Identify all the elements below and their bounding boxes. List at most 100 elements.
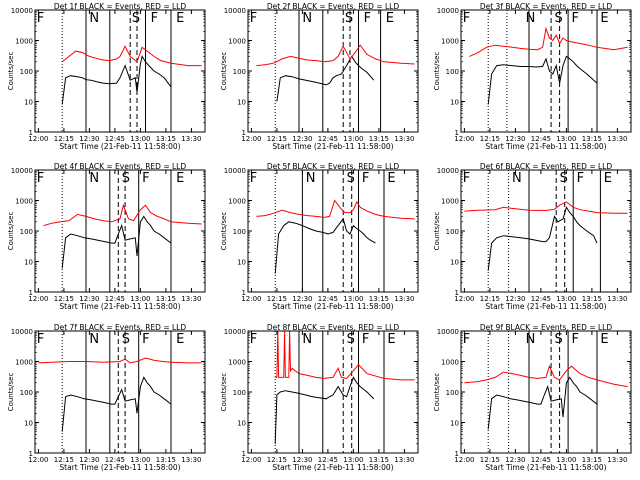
marker-label: N bbox=[526, 332, 536, 347]
series-events-line bbox=[61, 55, 172, 105]
chart-title: Det 3f BLACK = Events, RED = LLD bbox=[480, 2, 613, 11]
y-tick-label: 1 bbox=[242, 450, 246, 458]
series-lld-line bbox=[469, 26, 628, 57]
x-tick-label: 12:00 bbox=[241, 135, 261, 143]
x-axis-label: Start Time (21-Feb-11 11:58:00) bbox=[485, 463, 606, 472]
marker-label: F bbox=[37, 11, 44, 26]
x-tick-label: 12:00 bbox=[454, 295, 474, 303]
y-tick-label: 10 bbox=[24, 99, 33, 107]
y-tick-label: 10000 bbox=[224, 328, 246, 336]
x-tick-label: 12:30 bbox=[505, 295, 525, 303]
y-tick-label: 1 bbox=[29, 289, 33, 297]
x-tick-label: 12:00 bbox=[454, 135, 474, 143]
y-axis-label: Counts/sec bbox=[220, 52, 228, 91]
x-tick-label: 13:15 bbox=[156, 456, 176, 464]
x-axis-label: Start Time (21-Feb-11 11:58:00) bbox=[272, 302, 393, 311]
x-tick-label: 13:30 bbox=[607, 456, 627, 464]
marker-label: F bbox=[577, 171, 584, 186]
y-axis-label: Counts/sec bbox=[433, 52, 441, 91]
y-tick-label: 1000 bbox=[15, 198, 33, 206]
marker-label: N bbox=[526, 11, 536, 26]
chart-panel-8: 1 10 100 1000 10000 12:00 12:15 12:30 12:45 13:00… bbox=[220, 323, 419, 472]
x-tick-label: 13:30 bbox=[394, 135, 414, 143]
y-axis-label: Counts/sec bbox=[7, 212, 15, 251]
y-tick-label: 1 bbox=[29, 450, 33, 458]
x-tick-label: 12:30 bbox=[292, 135, 312, 143]
marker-label: N bbox=[89, 171, 99, 186]
y-tick-label: 1000 bbox=[441, 359, 459, 367]
x-tick-label: 12:15 bbox=[267, 295, 287, 303]
chart-panel-9: 1 10 100 1000 10000 12:00 12:15 12:30 12:45 13:00… bbox=[433, 323, 632, 472]
marker-label: E bbox=[176, 332, 184, 347]
x-tick-label: 13:00 bbox=[343, 135, 363, 143]
x-tick-label: 12:45 bbox=[531, 135, 551, 143]
y-tick-label: 10000 bbox=[437, 167, 459, 175]
x-tick-label: 13:30 bbox=[181, 295, 201, 303]
marker-label: E bbox=[387, 332, 395, 347]
marker-label: S bbox=[555, 11, 563, 26]
x-tick-label: 12:00 bbox=[28, 135, 48, 143]
chart-panel-1: 1 10 100 1000 10000 12:00 12:15 12:30 12:45 13:00… bbox=[7, 2, 206, 151]
y-tick-label: 100 bbox=[233, 68, 246, 76]
series-lld-line bbox=[464, 201, 628, 214]
x-tick-label: 13:15 bbox=[369, 295, 389, 303]
chart-title: Det 8f BLACK = Events, RED = LLD bbox=[267, 323, 400, 332]
marker-label: E bbox=[387, 171, 395, 186]
y-tick-label: 1 bbox=[29, 129, 33, 137]
x-axis-label: Start Time (21-Feb-11 11:58:00) bbox=[272, 463, 393, 472]
plot-frame bbox=[247, 330, 419, 454]
marker-label: F bbox=[151, 11, 158, 26]
x-tick-label: 12:15 bbox=[480, 135, 500, 143]
x-tick-label: 12:15 bbox=[480, 456, 500, 464]
marker-label: F bbox=[362, 171, 369, 186]
marker-label: F bbox=[572, 332, 579, 347]
series-events-line bbox=[276, 55, 375, 102]
x-tick-label: 13:30 bbox=[394, 295, 414, 303]
plot-frame bbox=[247, 9, 419, 133]
marker-label: S bbox=[555, 332, 563, 347]
x-tick-label: 12:15 bbox=[54, 135, 74, 143]
chart-title: Det 7f BLACK = Events, RED = LLD bbox=[54, 323, 187, 332]
marker-label: F bbox=[37, 332, 44, 347]
series-lld-line bbox=[256, 44, 415, 67]
series-events-line bbox=[487, 55, 598, 105]
plot-frame bbox=[247, 169, 419, 293]
marker-label: F bbox=[142, 332, 149, 347]
y-tick-label: 10000 bbox=[437, 7, 459, 15]
y-tick-label: 1 bbox=[455, 450, 459, 458]
chart-title: Det 2f BLACK = Events, RED = LLD bbox=[267, 2, 400, 11]
x-tick-label: 13:00 bbox=[343, 295, 363, 303]
series-events-line bbox=[487, 206, 598, 271]
marker-label: S bbox=[347, 171, 355, 186]
x-tick-label: 13:00 bbox=[130, 135, 150, 143]
x-tick-label: 12:00 bbox=[241, 295, 261, 303]
marker-label: F bbox=[463, 171, 470, 186]
series-lld-line bbox=[61, 45, 202, 67]
x-tick-label: 13:30 bbox=[181, 135, 201, 143]
marker-label: F bbox=[362, 332, 369, 347]
y-tick-label: 10000 bbox=[224, 167, 246, 175]
y-tick-label: 100 bbox=[20, 68, 33, 76]
x-tick-label: 13:00 bbox=[556, 456, 576, 464]
x-tick-label: 13:00 bbox=[130, 295, 150, 303]
chart-title: Det 4f BLACK = Events, RED = LLD bbox=[54, 162, 187, 171]
y-tick-label: 100 bbox=[233, 389, 246, 397]
marker-label: E bbox=[600, 11, 608, 26]
y-tick-label: 10 bbox=[237, 99, 246, 107]
y-tick-label: 10000 bbox=[11, 167, 33, 175]
x-tick-label: 13:15 bbox=[156, 295, 176, 303]
x-tick-label: 12:15 bbox=[480, 295, 500, 303]
series-lld-line bbox=[275, 330, 415, 381]
x-tick-label: 12:45 bbox=[318, 456, 338, 464]
y-tick-label: 100 bbox=[233, 228, 246, 236]
x-tick-label: 12:30 bbox=[79, 295, 99, 303]
marker-label: S bbox=[345, 11, 353, 26]
x-tick-label: 12:30 bbox=[292, 295, 312, 303]
chart-panel-4: 1 10 100 1000 10000 12:00 12:15 12:30 12:45 13:00… bbox=[7, 162, 206, 311]
x-tick-label: 12:30 bbox=[505, 135, 525, 143]
x-tick-label: 13:30 bbox=[607, 295, 627, 303]
x-tick-label: 12:30 bbox=[292, 456, 312, 464]
marker-label: F bbox=[37, 171, 44, 186]
x-tick-label: 12:00 bbox=[454, 456, 474, 464]
y-axis-label: Counts/sec bbox=[433, 373, 441, 412]
